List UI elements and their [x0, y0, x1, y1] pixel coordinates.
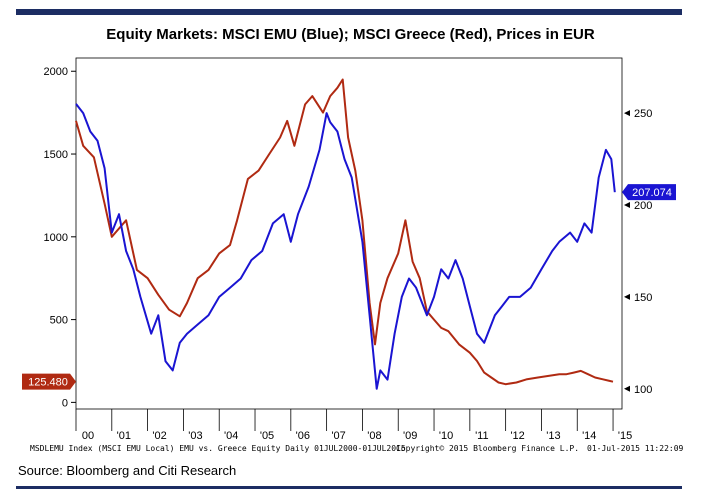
- right-axis-tick: [624, 202, 630, 209]
- x-axis-tick-label: '08: [367, 430, 381, 442]
- x-axis-tick-label: '02: [152, 430, 166, 442]
- right-axis-tick-label: 250: [634, 108, 652, 120]
- right-axis-tick: [624, 110, 630, 117]
- x-axis-tick-label: '14: [582, 430, 596, 442]
- bottom-rule: [16, 486, 682, 489]
- msci-emu-last-value-label: 207.074: [632, 187, 672, 199]
- right-axis-tick: [624, 293, 630, 300]
- x-axis-tick-label: 00: [82, 430, 94, 442]
- left-axis-tick-label: 500: [50, 315, 68, 327]
- plot-frame: [75, 57, 623, 410]
- right-axis-tick: [624, 385, 630, 392]
- footer-index-info: MSDLEMU Index (MSCI EMU Local) EMU vs. G…: [30, 444, 406, 453]
- x-axis-tick-label: '04: [224, 430, 238, 442]
- x-axis-tick-label: '10: [439, 430, 453, 442]
- x-axis-tick-label: '05: [260, 430, 274, 442]
- msci-greece-last-value-label: 125.480: [28, 377, 68, 389]
- x-axis-tick-label: '07: [331, 430, 345, 442]
- x-axis-tick-label: '11: [475, 430, 489, 442]
- left-axis-tick-label: 1500: [44, 149, 68, 161]
- footer-timestamp: 01-Jul-2015 11:22:09: [587, 444, 684, 453]
- x-axis-tick-label: '15: [618, 430, 632, 442]
- x-axis-tick-label: '12: [510, 430, 524, 442]
- x-axis-tick-label: '13: [546, 430, 560, 442]
- top-rule: [16, 9, 682, 15]
- right-axis-tick-label: 150: [634, 292, 652, 304]
- x-axis-tick-label: '09: [403, 430, 417, 442]
- right-axis-tick-label: 100: [634, 384, 652, 396]
- left-axis-tick-label: 1000: [44, 232, 68, 244]
- left-axis-tick-label: 2000: [44, 66, 68, 78]
- x-axis-tick-label: '03: [188, 430, 202, 442]
- msci-emu-last-value-box: [622, 184, 676, 201]
- footer-copyright: Copyright© 2015 Bloomberg Finance L.P.: [396, 444, 580, 453]
- chart-title: Equity Markets: MSCI EMU (Blue); MSCI Gr…: [106, 26, 595, 43]
- left-axis-tick-label: 0: [62, 397, 68, 409]
- msci-greece-last-value-box: [22, 373, 76, 390]
- msci-emu-line: [75, 103, 616, 390]
- x-axis-tick-label: '06: [296, 430, 310, 442]
- x-axis-tick-label: '01: [117, 430, 131, 442]
- msci-greece-line: [75, 78, 614, 386]
- source-note: Source: Bloomberg and Citi Research: [18, 463, 237, 478]
- right-axis-tick-label: 200: [634, 200, 652, 212]
